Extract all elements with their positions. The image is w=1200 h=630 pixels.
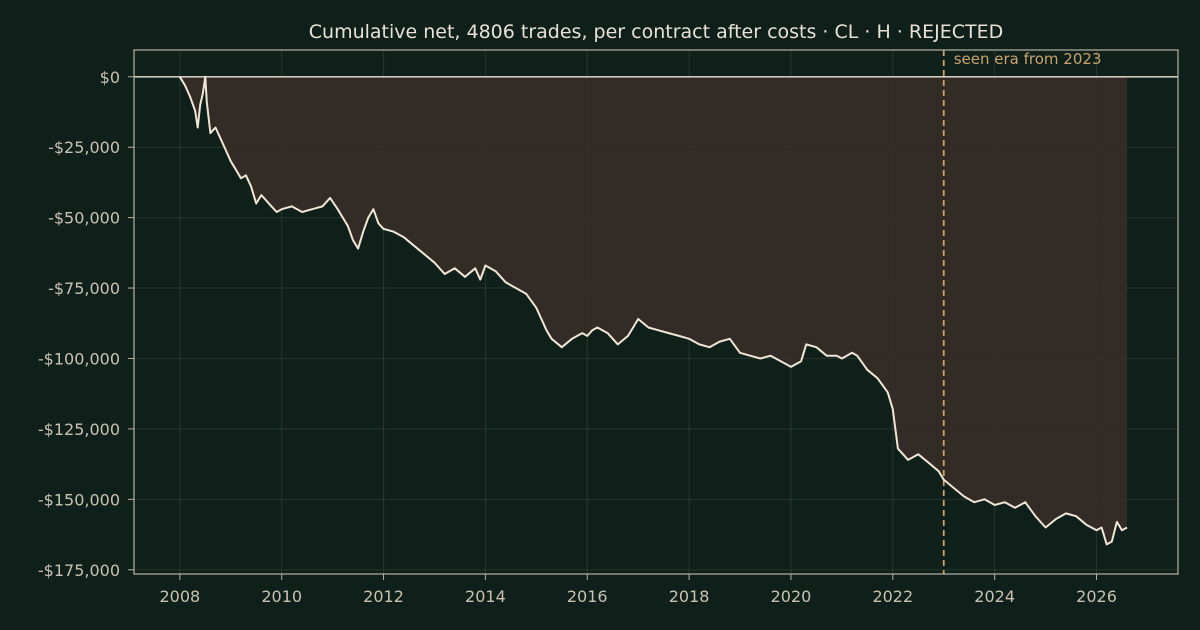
x-tick-label: 2014: [465, 587, 506, 606]
x-tick-label: 2016: [567, 587, 608, 606]
seen-era-label: seen era from 2023: [954, 50, 1102, 68]
y-tick-label: -$100,000: [38, 349, 120, 368]
x-tick-label: 2026: [1076, 587, 1117, 606]
x-tick-label: 2022: [872, 587, 913, 606]
x-tick-label: 2018: [669, 587, 710, 606]
chart-title: Cumulative net, 4806 trades, per contrac…: [309, 21, 1003, 43]
axis-ticks: 2008 2010 2012 2014 2016 2018 2020 2022 2024 2026…: [38, 68, 1117, 606]
x-tick-label: 2008: [159, 587, 200, 606]
y-tick-label: -$150,000: [38, 490, 120, 509]
x-tick-label: 2024: [974, 587, 1015, 606]
x-tick-label: 2010: [261, 587, 302, 606]
y-tick-label: -$50,000: [48, 209, 120, 228]
plot-frame: [133, 49, 1179, 575]
drawdown-fill: [179, 76, 1128, 545]
x-tick-label: 2020: [771, 587, 812, 606]
y-tick-label: $0: [100, 68, 120, 87]
equity-curve: [178, 75, 1128, 546]
y-tick-label: -$125,000: [38, 420, 120, 439]
x-tick-label: 2012: [363, 587, 404, 606]
y-tick-label: -$25,000: [48, 138, 120, 157]
y-tick-label: -$175,000: [38, 561, 120, 580]
y-tick-label: -$75,000: [48, 279, 120, 298]
